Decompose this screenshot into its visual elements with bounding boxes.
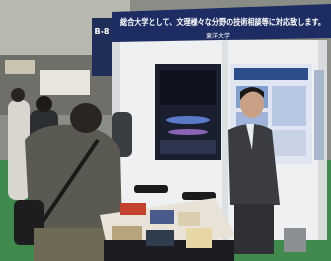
distant-sign	[5, 60, 35, 74]
poster-header	[234, 68, 308, 80]
person-head	[36, 96, 52, 112]
poster-footer	[160, 140, 216, 154]
distant-booth	[40, 70, 90, 95]
visitor-head	[70, 103, 102, 133]
booth-post	[222, 40, 228, 240]
poster-figure	[272, 130, 306, 156]
book	[120, 203, 146, 215]
page: B-8 総合大学として、文理様々な分野の技術相談等に対応致します。 東洋大学 (…	[0, 0, 331, 261]
person-head	[11, 88, 25, 102]
book	[112, 226, 142, 240]
poster-graphic	[168, 129, 208, 135]
photo: B-8 総合大学として、文理様々な分野の技術相談等に対応致します。 東洋大学	[0, 0, 331, 261]
book	[178, 212, 200, 226]
banner-organization: 東洋大学	[206, 32, 230, 40]
staff-trousers	[234, 204, 274, 254]
poster-figure	[272, 86, 306, 126]
book	[146, 230, 174, 246]
side-poster	[314, 70, 324, 160]
trash-bin	[284, 228, 306, 252]
visitor-trousers	[34, 228, 106, 261]
banner-text: 総合大学として、文理様々な分野の技術相談等に対応致します。	[120, 17, 325, 27]
poster-header	[160, 70, 216, 105]
booth-number: B-8	[95, 27, 110, 36]
book	[150, 210, 174, 224]
poster-graphic	[166, 116, 210, 124]
chair	[134, 185, 168, 193]
staff-jacket	[228, 124, 280, 205]
book	[186, 228, 212, 248]
